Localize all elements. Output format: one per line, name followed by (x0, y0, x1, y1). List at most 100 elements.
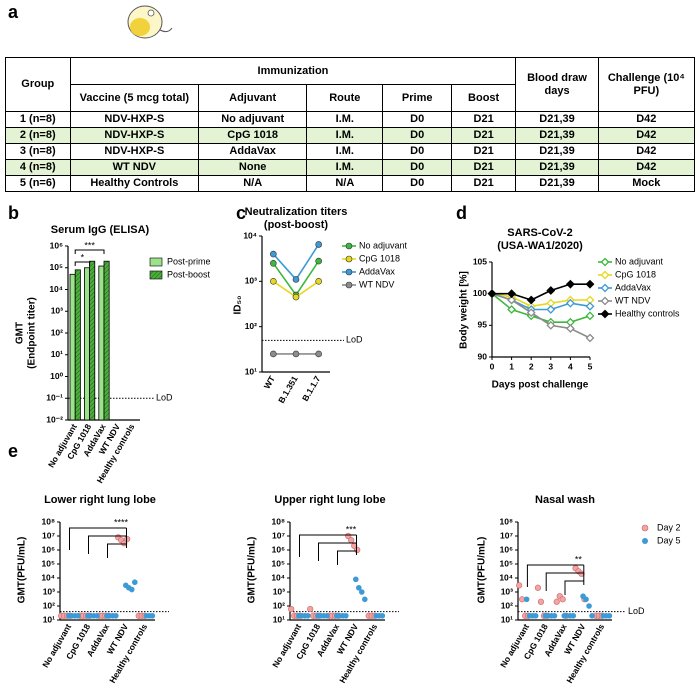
cell: D42 (597, 111, 696, 128)
x-axis-label: Days post challenge (492, 380, 589, 391)
point (551, 612, 558, 619)
cell: Mock (597, 175, 696, 192)
table-row: 2 (n=8) NDV-HXP-S CpG 1018 I.M. D0 D21 D21,39 D… (5, 127, 696, 144)
y-tick-label: 10² (501, 600, 513, 610)
point (586, 603, 592, 609)
y-tick-label: 10⁵ (50, 262, 63, 272)
cell: D42 (597, 159, 696, 176)
y-axis-label: GMT (15, 322, 26, 344)
y-tick-label: 10² (273, 600, 285, 610)
point (585, 333, 595, 343)
header-cell: Vaccine (5 mcg total) (69, 84, 200, 112)
x-tick-label: B.1.351 (276, 374, 300, 405)
chart-title: (USA-WA1/2020) (497, 240, 583, 252)
legend-marker (345, 281, 353, 289)
cell: WT NDV (69, 159, 200, 176)
y-axis-label: ID₅₀ (233, 295, 244, 314)
y-tick-label: 10¹ (51, 349, 63, 359)
cell: 2 (n=8) (5, 127, 71, 144)
point (379, 612, 386, 619)
legend-label: Post-prime (167, 256, 211, 266)
cell: I.M. (306, 159, 384, 176)
cell: D0 (382, 159, 452, 176)
point (553, 598, 560, 605)
header-cell: Boost (450, 84, 517, 112)
point (292, 293, 300, 301)
y-tick-label: 10⁶ (500, 544, 513, 554)
header-cell: Route (306, 84, 384, 112)
cell: N/A (306, 175, 384, 192)
x-tick-label: 1 (509, 361, 514, 371)
y-tick-label: 10⁷ (272, 530, 285, 540)
point (537, 598, 545, 605)
y-tick-label: 10⁵ (500, 558, 513, 568)
point (292, 276, 300, 283)
point (546, 320, 556, 330)
legend-label: Day 5 (657, 535, 681, 545)
point (270, 350, 277, 358)
point (585, 279, 595, 289)
cell: D21,39 (515, 143, 599, 160)
point (307, 606, 314, 613)
y-tick-label: 10⁰ (50, 371, 63, 381)
y-tick-label: 10⁴ (271, 572, 285, 582)
cell: No adjuvant (198, 111, 308, 128)
y-tick-label: 10² (51, 327, 63, 337)
point (292, 350, 300, 358)
x-tick-label: 5 (588, 361, 593, 371)
y-axis-label: GMT(PFU/mL) (477, 537, 488, 604)
point (565, 324, 575, 333)
x-tick-label: No adjuvant (498, 622, 531, 669)
point (315, 257, 322, 265)
point (526, 308, 536, 318)
legend-label: Day 2 (657, 522, 681, 532)
chart-title: Lower right lung lobe (44, 494, 156, 506)
chart-title: Upper right lung lobe (274, 494, 385, 506)
point (362, 596, 368, 603)
cell: N/A (198, 175, 308, 192)
header-cell: Group (5, 57, 71, 112)
point (288, 606, 295, 613)
table-row: 3 (n=8) NDV-HXP-S AddaVax I.M. D0 D21 D21,39 D4… (5, 143, 696, 160)
cell: D0 (382, 175, 452, 192)
point (354, 546, 361, 554)
point (356, 584, 362, 591)
header-cell: Immunization (69, 57, 517, 85)
y-tick-label: 10⁸ (500, 516, 513, 526)
legend-label: No adjuvant (359, 240, 408, 250)
x-tick-label: No adjuvant (40, 622, 73, 669)
y-tick-label: 10¹ (501, 614, 513, 624)
point (606, 612, 613, 619)
point (585, 311, 595, 321)
cell: 1 (n=8) (5, 111, 71, 128)
legend-label: WT NDV (615, 295, 650, 305)
y-tick-label: 10¹ (273, 614, 285, 624)
significance-bracket (74, 249, 105, 254)
y-tick-label: 10⁷ (42, 530, 55, 540)
cell: 5 (n=6) (5, 175, 71, 192)
header-cell: Challenge (10⁴ PFU) (597, 57, 696, 112)
cell: Healthy Controls (69, 175, 200, 192)
x-tick-label: 3 (548, 361, 553, 371)
y-axis-label: (Endpoint titer) (27, 297, 38, 369)
point (359, 589, 365, 595)
point (565, 279, 575, 289)
point (324, 612, 330, 619)
legend-marker (600, 283, 610, 293)
chart-title: Nasal wash (535, 494, 595, 506)
legend-label: Post-boost (167, 269, 211, 279)
panel-label: b (8, 203, 19, 223)
header-cell: Prime (382, 84, 452, 112)
cell: D21,39 (515, 127, 599, 144)
point (523, 596, 530, 603)
chart: SARS-CoV-2(USA-WA1/2020) Body weight [%] 9… (459, 227, 680, 391)
panel-label: e (8, 441, 18, 461)
point (565, 298, 575, 308)
lod-label: LoD (628, 606, 645, 616)
cell: NDV-HXP-S (69, 111, 200, 128)
y-axis-label: GMT(PFU/mL) (17, 537, 28, 604)
point (507, 305, 517, 314)
chart: Nasal wash GMT(PFU/mL) 10¹ 10² 10³ 10⁴ 10⁵ 10⁶ 1… (477, 494, 681, 685)
point (75, 612, 81, 619)
point (532, 612, 539, 619)
